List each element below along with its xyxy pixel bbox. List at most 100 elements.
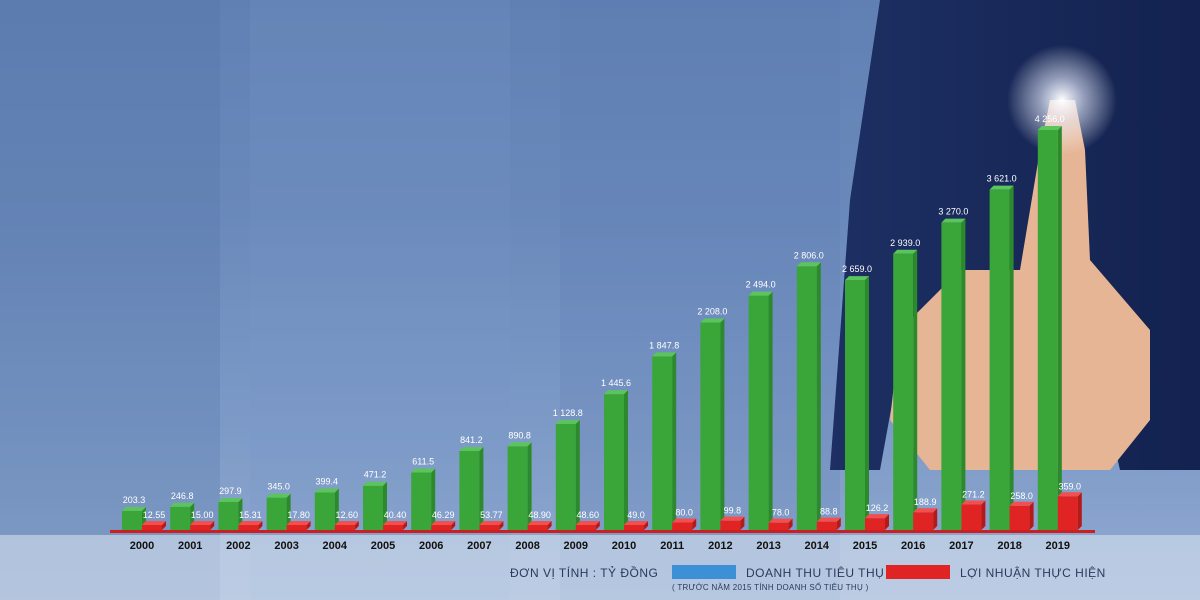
revenue-bar: [314, 488, 339, 530]
year-tick-label: 2013: [756, 540, 780, 552]
profit-value-label: 88.8: [820, 507, 838, 517]
profit-value-label: 48.60: [577, 510, 600, 520]
profit-value-label: 49.0: [627, 510, 645, 520]
revenue-value-label: 345.0: [267, 482, 290, 492]
revenue-value-label: 2 494.0: [746, 280, 776, 290]
profit-bar: [672, 518, 697, 530]
profit-bar: [238, 521, 263, 530]
revenue-value-label: 3 621.0: [987, 174, 1017, 184]
profit-legend-swatch: [886, 565, 950, 579]
profit-bar: [961, 500, 986, 530]
profit-value-label: 12.55: [143, 510, 166, 520]
year-tick-label: 2005: [371, 540, 395, 552]
profit-value-label: 258.0: [1010, 491, 1033, 501]
revenue-value-label: 841.2: [460, 435, 483, 445]
year-tick-label: 2006: [419, 540, 443, 552]
revenue-value-label: 1 128.8: [553, 408, 583, 418]
revenue-value-label: 890.8: [508, 430, 531, 440]
profit-value-label: 188.9: [914, 497, 937, 507]
year-tick-label: 2012: [708, 540, 732, 552]
profit-bar: [1009, 501, 1034, 530]
year-tick-label: 2003: [274, 540, 298, 552]
profit-value-label: 126.2: [866, 503, 889, 513]
profit-bar: [431, 521, 456, 530]
profit-bar: [286, 521, 311, 530]
revenue-bar: [411, 468, 436, 530]
profit-bar: [865, 514, 889, 530]
profit-bar: [768, 518, 793, 530]
profit-bar: [479, 520, 504, 530]
year-tick-label: 2019: [1046, 540, 1070, 552]
revenue-value-label: 1 847.8: [649, 340, 679, 350]
revenue-bar: [1037, 126, 1062, 530]
unit-label: ĐƠN VỊ TÍNH : TỶ ĐỒNG: [510, 566, 659, 580]
revenue-value-label: 611.5: [412, 457, 434, 467]
profit-value-label: 17.80: [287, 510, 310, 520]
revenue-value-label: 1 445.6: [601, 378, 631, 388]
revenue-bar: [507, 442, 532, 530]
revenue-bar: [989, 185, 1014, 530]
year-tick-label: 2015: [853, 540, 877, 552]
revenue-value-label: 3 270.0: [938, 207, 968, 217]
labels-layer: 203.3 12.55 2000 246.8 15.00 2001 297.9 15.31 20…: [123, 114, 1081, 552]
revenue-bar: [652, 352, 677, 530]
revenue-bar: [748, 291, 773, 530]
chart-baseline: [110, 530, 1095, 533]
revenue-bar: [700, 318, 725, 530]
revenue-value-label: 297.9: [219, 486, 242, 496]
profit-value-label: 359.0: [1059, 481, 1082, 491]
revenue-bar: [122, 506, 146, 530]
year-tick-label: 2001: [178, 540, 202, 552]
profit-bar: [913, 508, 938, 530]
revenue-bar: [170, 502, 195, 530]
profit-bar: [190, 521, 215, 530]
profit-legend-label: LỢI NHUẬN THỰC HIỆN: [960, 566, 1106, 580]
profit-value-label: 12.60: [336, 510, 359, 520]
profit-value-label: 46.29: [432, 510, 455, 520]
year-tick-label: 2010: [612, 540, 636, 552]
revenue-bar: [459, 446, 484, 530]
year-tick-label: 2009: [564, 540, 588, 552]
revenue-value-label: 471.2: [364, 470, 387, 480]
revenue-bar: [604, 390, 628, 530]
profit-value-label: 78.0: [772, 508, 790, 518]
bars-layer: [122, 126, 1082, 530]
year-tick-label: 2016: [901, 540, 925, 552]
revenue-legend-swatch: [672, 565, 736, 579]
year-tick-label: 2018: [997, 540, 1021, 552]
year-tick-label: 2000: [130, 540, 154, 552]
profit-value-label: 271.2: [962, 490, 985, 500]
revenue-bar: [796, 262, 821, 530]
revenue-value-label: 399.4: [316, 476, 339, 486]
revenue-bar: [941, 218, 966, 530]
year-tick-label: 2002: [226, 540, 250, 552]
year-tick-label: 2007: [467, 540, 491, 552]
year-tick-label: 2004: [323, 540, 348, 552]
year-tick-label: 2014: [805, 540, 830, 552]
profit-bar: [142, 521, 166, 530]
profit-bar: [527, 521, 552, 530]
profit-bar: [383, 521, 407, 530]
revenue-bar: [845, 276, 869, 530]
profit-value-label: 40.40: [384, 510, 407, 520]
revenue-value-label: 2 939.0: [890, 238, 920, 248]
revenue-value-label: 203.3: [123, 495, 146, 505]
revenue-value-label: 246.8: [171, 491, 194, 501]
year-tick-label: 2008: [515, 540, 539, 552]
revenue-value-label: 2 659.0: [842, 264, 872, 274]
revenue-value-label: 2 208.0: [697, 306, 727, 316]
profit-value-label: 80.0: [675, 507, 693, 517]
profit-bar: [575, 521, 600, 530]
profit-bar: [624, 521, 648, 530]
revenue-bar: [893, 249, 918, 530]
profit-value-label: 99.8: [724, 506, 742, 516]
year-tick-label: 2011: [660, 540, 684, 552]
revenue-bar: [363, 481, 387, 530]
profit-bar: [334, 521, 359, 530]
profit-bar: [1057, 492, 1082, 530]
revenue-value-label: 4 256.0: [1035, 114, 1065, 124]
profit-bar: [816, 517, 841, 530]
profit-value-label: 15.00: [191, 510, 214, 520]
profit-value-label: 48.90: [528, 510, 551, 520]
